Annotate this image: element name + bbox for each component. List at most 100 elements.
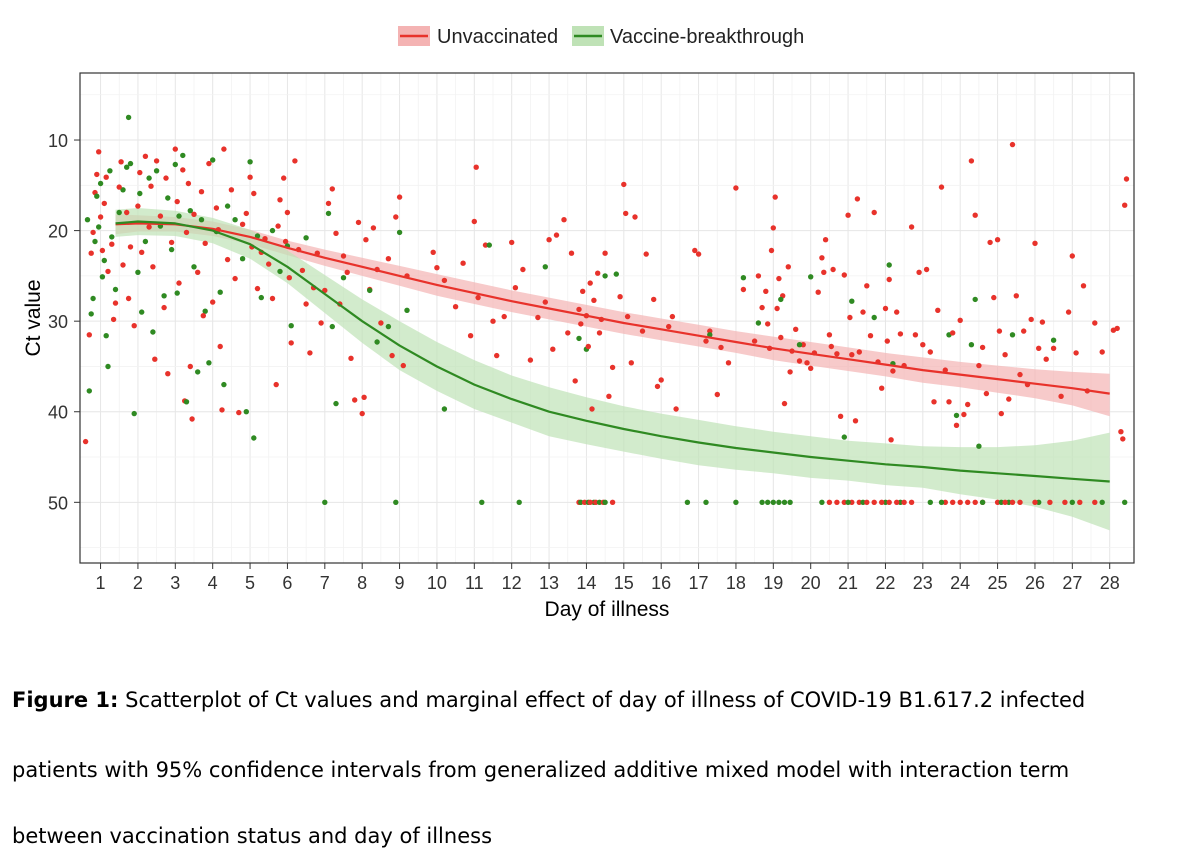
data-point-unvaccinated (1009, 141, 1016, 148)
x-tick-label: 12 (502, 573, 522, 593)
data-point-unvaccinated (217, 343, 223, 350)
data-point-unvaccinated (953, 422, 960, 428)
data-point-vaccine-breakthrough (127, 160, 134, 167)
data-point-unvaccinated (96, 149, 102, 155)
data-point-unvaccinated (1123, 176, 1130, 182)
data-point-vaccine-breakthrough (998, 499, 1004, 505)
x-tick-label: 6 (282, 573, 292, 593)
data-point-unvaccinated (396, 194, 403, 200)
data-point-vaccine-breakthrough (486, 242, 492, 248)
fit-lines (115, 220, 1110, 483)
data-point-vaccine-breakthrough (124, 164, 130, 170)
data-point-unvaccinated (282, 238, 289, 245)
data-point-unvaccinated (210, 299, 216, 305)
x-tick-label: 14 (576, 573, 596, 593)
data-point-unvaccinated (942, 367, 948, 373)
data-point-unvaccinated (837, 413, 844, 419)
data-point-vaccine-breakthrough (819, 499, 825, 505)
x-tick-label: 28 (1100, 573, 1120, 593)
data-point-unvaccinated (273, 381, 279, 388)
x-tick-label: 19 (763, 573, 783, 593)
data-point-vaccine-breakthrough (107, 168, 113, 174)
data-point-unvaccinated (189, 416, 195, 422)
data-point-unvaccinated (105, 268, 111, 275)
data-point-vaccine-breakthrough (1069, 499, 1076, 505)
data-point-unvaccinated (299, 267, 306, 274)
data-point-unvaccinated (770, 225, 776, 231)
data-point-unvaccinated (1092, 320, 1098, 326)
x-axis: 1 2 3 4 5 6 7 8 9 10 11 12 13 14 15 16 17 18 19 20 21 22 23 24 2… (96, 563, 1120, 593)
data-point-unvaccinated (1073, 350, 1079, 356)
data-point-unvaccinated (1002, 352, 1008, 358)
data-point-vaccine-breakthrough (396, 229, 403, 236)
data-point-vaccine-breakthrough (849, 298, 855, 304)
data-point-vaccine-breakthrough (781, 499, 788, 505)
data-point-unvaccinated (849, 499, 855, 505)
data-point-unvaccinated (845, 212, 851, 218)
data-point-vaccine-breakthrough (277, 268, 283, 275)
data-point-unvaccinated (654, 383, 661, 390)
data-point-unvaccinated (1021, 328, 1027, 334)
data-point-unvaccinated (733, 185, 739, 191)
data-point-unvaccinated (535, 314, 541, 321)
x-tick-label: 25 (988, 573, 1008, 593)
data-point-unvaccinated (1065, 309, 1072, 315)
y-tick-label: 20 (48, 222, 68, 242)
data-point-unvaccinated (243, 210, 249, 217)
data-point-vaccine-breakthrough (172, 161, 178, 168)
data-point-unvaccinated (467, 333, 474, 339)
data-point-unvaccinated (202, 240, 208, 246)
data-point-unvaccinated (666, 323, 672, 330)
data-point-vaccine-breakthrough (897, 499, 904, 505)
data-point-unvaccinated (826, 332, 833, 338)
data-point-vaccine-breakthrough (596, 499, 603, 505)
data-point-unvaccinated (370, 225, 377, 231)
plot-border (79, 72, 1135, 564)
caption-figure-label: Figure 1: (12, 688, 119, 712)
data-point-unvaccinated (88, 250, 94, 256)
data-point-vaccine-breakthrough (139, 309, 145, 315)
data-point-unvaccinated (1080, 283, 1087, 289)
y-tick-label: 30 (48, 312, 68, 332)
data-point-unvaccinated (707, 328, 713, 334)
data-point-unvaccinated (808, 365, 814, 371)
data-point-unvaccinated (658, 377, 664, 383)
data-point-unvaccinated (834, 351, 840, 357)
data-point-unvaccinated (1099, 349, 1105, 355)
data-point-unvaccinated (1050, 345, 1057, 351)
data-point-unvaccinated (82, 438, 89, 445)
x-axis-title: Day of illness (545, 598, 670, 621)
data-point-unvaccinated (996, 328, 1003, 334)
data-point-unvaccinated (1032, 499, 1038, 505)
data-point-vaccine-breakthrough (841, 434, 847, 440)
data-point-unvaccinated (359, 410, 365, 417)
data-point-unvaccinated (520, 266, 526, 273)
data-point-unvaccinated (101, 200, 108, 207)
data-point-unvaccinated (1114, 325, 1120, 332)
data-point-unvaccinated (329, 186, 335, 192)
data-point-unvaccinated (609, 499, 616, 505)
data-point-vaccine-breakthrough (198, 217, 205, 223)
x-tick-label: 2 (133, 573, 143, 593)
data-point-unvaccinated (206, 160, 212, 167)
data-point-unvaccinated (94, 171, 100, 178)
data-point-unvaccinated (553, 232, 560, 238)
data-point-unvaccinated (473, 164, 479, 170)
data-point-vaccine-breakthrough (131, 410, 137, 417)
data-point-vaccine-breakthrough (97, 180, 104, 187)
data-point-unvaccinated (968, 158, 975, 164)
data-point-unvaccinated (348, 355, 354, 361)
data-point-unvaccinated (191, 211, 197, 217)
data-point-unvaccinated (281, 175, 287, 181)
data-point-vaccine-breakthrough (322, 499, 328, 505)
data-point-vaccine-breakthrough (938, 499, 945, 505)
data-point-unvaccinated (935, 307, 941, 313)
data-point-vaccine-breakthrough (707, 332, 713, 338)
data-point-vaccine-breakthrough (953, 412, 960, 419)
x-tick-label: 17 (689, 573, 709, 593)
confidence-bands (115, 208, 1110, 531)
data-point-vaccine-breakthrough (92, 238, 98, 245)
x-tick-label: 22 (875, 573, 895, 593)
data-point-unvaccinated (1062, 499, 1068, 505)
data-point-unvaccinated (768, 247, 775, 254)
